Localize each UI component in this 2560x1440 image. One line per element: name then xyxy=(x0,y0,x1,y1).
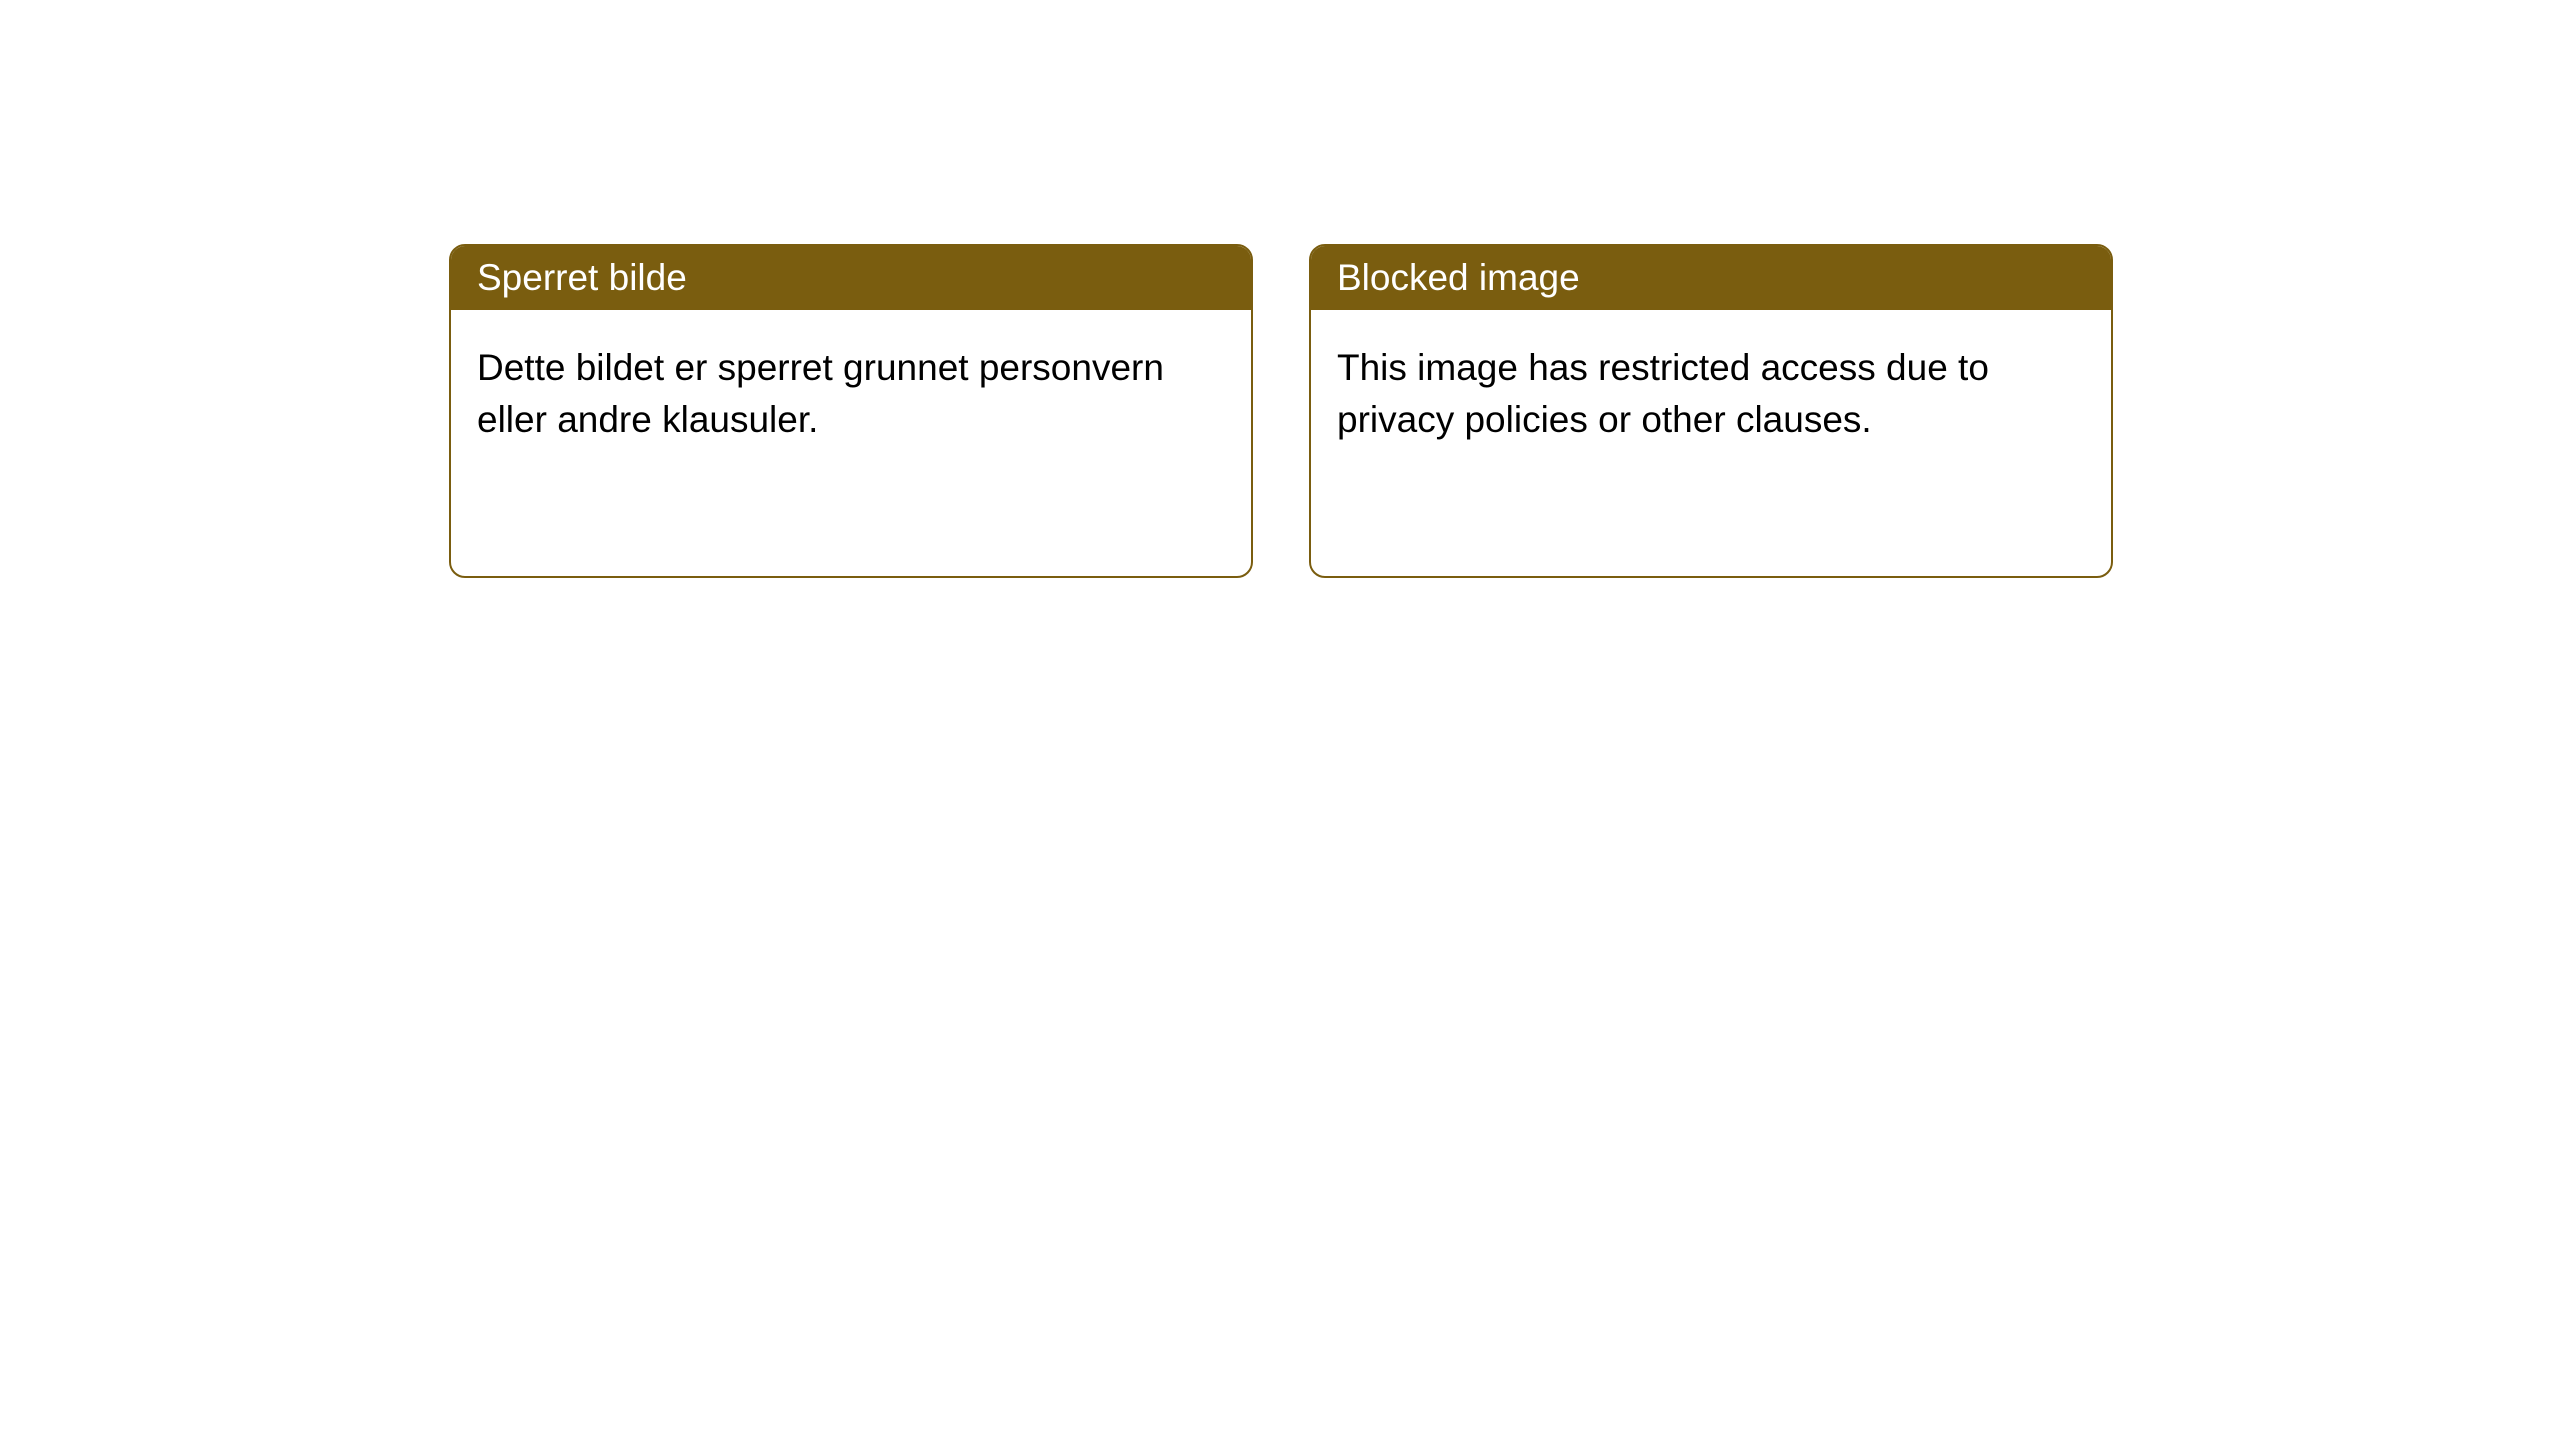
notice-header: Sperret bilde xyxy=(451,246,1251,310)
notice-box-norwegian: Sperret bilde Dette bildet er sperret gr… xyxy=(449,244,1253,578)
notice-body: Dette bildet er sperret grunnet personve… xyxy=(451,310,1251,478)
notice-box-english: Blocked image This image has restricted … xyxy=(1309,244,2113,578)
notice-container: Sperret bilde Dette bildet er sperret gr… xyxy=(0,0,2560,578)
notice-header: Blocked image xyxy=(1311,246,2111,310)
notice-body: This image has restricted access due to … xyxy=(1311,310,2111,478)
